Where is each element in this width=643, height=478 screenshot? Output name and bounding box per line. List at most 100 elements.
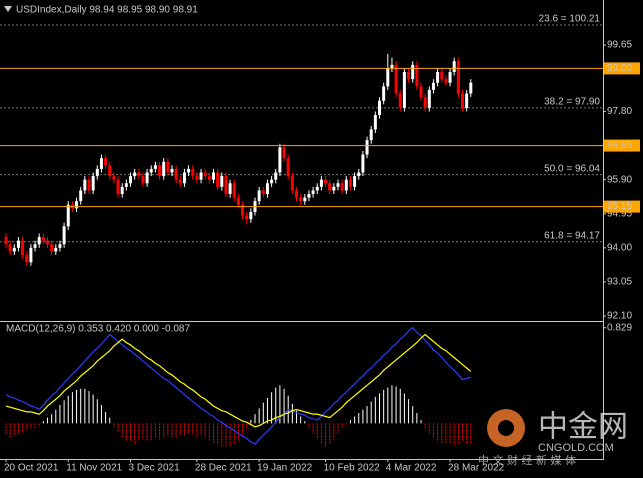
candle-body <box>187 168 191 173</box>
x-tick-label: 10 Feb 2022 <box>324 463 381 474</box>
watermark-site: CNGOLD.COM <box>538 442 614 454</box>
watermark: 中金网 CNGOLD.COM 中 文 财 经 新 媒 体 <box>478 409 628 467</box>
candle-body <box>191 168 195 177</box>
candle-body <box>232 183 236 198</box>
candle-body <box>46 240 49 245</box>
candle-body <box>241 204 245 216</box>
candle-body <box>461 93 464 108</box>
candle-body <box>149 168 153 173</box>
x-tick-label: 3 Dec 2021 <box>129 463 181 474</box>
chart-title: USDIndex,Daily 98.94 98.95 98.90 98.91 <box>16 5 198 16</box>
watermark-brand: 中金网 <box>538 410 628 445</box>
candle-body <box>299 197 303 202</box>
candle-body <box>174 168 178 180</box>
candle-body <box>431 82 435 90</box>
fib-label: 61.8 = 94.17 <box>544 230 600 241</box>
candle-body <box>336 183 340 187</box>
candle-body <box>415 64 419 87</box>
candle-body <box>162 161 166 177</box>
candle-body <box>178 179 182 184</box>
candle-body <box>79 190 83 202</box>
candle-body <box>282 147 286 159</box>
candle-body <box>440 71 444 80</box>
y-tick-label: 0.829 <box>607 322 632 333</box>
candle-body <box>16 240 20 248</box>
candle-body <box>332 186 336 191</box>
candle-body <box>199 172 203 180</box>
candle-body <box>274 172 278 180</box>
menu-triangle <box>4 6 12 12</box>
candle-body <box>236 197 240 205</box>
candle-body <box>75 201 79 209</box>
x-tick-label: 28 Mar 2022 <box>448 463 505 474</box>
candle-body <box>257 190 261 202</box>
level-box <box>604 200 640 213</box>
candle-body <box>91 176 95 191</box>
x-tick-label: 28 Dec 2021 <box>195 463 252 474</box>
candle-body <box>120 186 124 195</box>
y-tick-label: 95.90 <box>607 174 632 185</box>
candle-body <box>8 244 12 252</box>
y-tick-label: 92.10 <box>607 311 632 322</box>
x-tick-label: 4 Mar 2022 <box>386 463 437 474</box>
candle-body <box>469 82 473 94</box>
candle-body <box>286 158 290 177</box>
candle-body <box>423 97 427 108</box>
fib-label: 50.0 = 96.04 <box>544 163 600 174</box>
candle-body <box>378 100 381 116</box>
candle-body <box>361 154 365 173</box>
candle-body <box>382 86 386 101</box>
fib-label: 23.6 = 100.21 <box>539 14 601 25</box>
candle-body <box>348 179 352 187</box>
candle-body <box>182 172 186 184</box>
candle-body <box>41 237 45 241</box>
level-label: 96.85 <box>607 140 632 151</box>
candle-body <box>87 179 91 191</box>
candle-body <box>398 93 402 108</box>
candle-body <box>311 190 315 195</box>
candle-body <box>224 176 228 195</box>
candle-body <box>394 64 398 94</box>
candle-body <box>328 183 332 191</box>
candle-body <box>444 79 448 83</box>
candle-body <box>108 165 112 177</box>
candle-body <box>66 204 70 227</box>
candle-body <box>112 176 116 180</box>
candle-body <box>158 165 162 177</box>
y-tick-label: 99.65 <box>607 40 632 51</box>
candle-body <box>427 89 431 108</box>
candle-body <box>216 172 220 187</box>
macd-line <box>5 326 471 445</box>
candle-body <box>58 244 62 248</box>
candle-body <box>436 71 440 83</box>
candle-body <box>153 165 157 169</box>
candle-body <box>340 183 344 191</box>
candle-body <box>12 247 16 252</box>
candle-body <box>419 86 423 98</box>
candle-body <box>4 237 8 245</box>
candle-body <box>50 244 54 252</box>
candle-body <box>212 172 215 180</box>
candle-body <box>54 247 58 252</box>
level-label: 95.15 <box>607 201 632 212</box>
candle-body <box>465 93 469 108</box>
candle-body <box>452 61 456 72</box>
candle-body <box>104 158 108 166</box>
candle-body <box>407 71 411 80</box>
candle-body <box>270 179 274 184</box>
logo <box>498 420 514 436</box>
x-tick-label: 20 Oct 2021 <box>4 463 59 474</box>
candle-body <box>228 183 232 195</box>
candle-body <box>29 247 33 263</box>
candle-body <box>170 168 174 173</box>
candle-body <box>369 129 373 141</box>
candle-body <box>95 168 99 177</box>
candle-body <box>195 176 199 180</box>
candle-body <box>33 244 37 248</box>
y-tick-label: 93.05 <box>607 277 632 288</box>
candle-body <box>278 147 282 173</box>
y-tick-label: 97.80 <box>607 106 632 117</box>
candle-body <box>411 64 415 80</box>
y-tick-label: 94.95 <box>607 208 632 219</box>
candle-body <box>133 172 137 177</box>
